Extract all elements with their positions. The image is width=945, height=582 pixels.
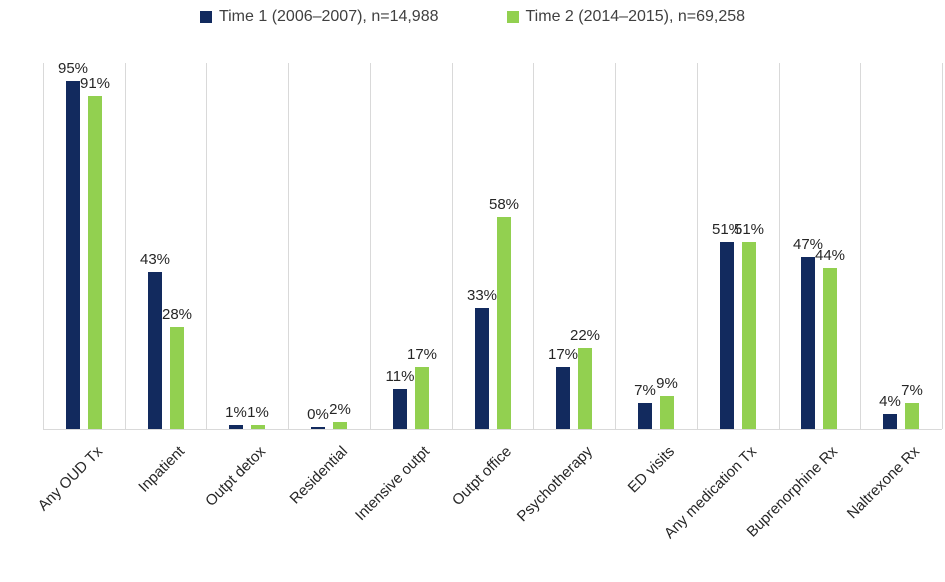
- vertical-gridline: [779, 63, 780, 429]
- bar-time2-naltrexone-rx: [905, 403, 919, 429]
- bar-value-label: 44%: [814, 247, 846, 264]
- bar-time2-inpatient: [170, 327, 184, 429]
- vertical-gridline: [452, 63, 453, 429]
- bar-time1-any-medication-tx: [720, 242, 734, 429]
- bar-value-label: 1%: [225, 404, 247, 421]
- vertical-gridline: [43, 63, 44, 429]
- bar-time2-residential: [333, 422, 347, 429]
- bar-value-label: 7%: [634, 382, 656, 399]
- bar-value-label: 17%: [406, 346, 438, 363]
- bar-value-label: 22%: [569, 327, 601, 344]
- bar-time1-naltrexone-rx: [883, 414, 897, 429]
- vertical-gridline: [370, 63, 371, 429]
- bar-time1-ed-visits: [638, 403, 652, 429]
- bar-time1-psychotherapy: [556, 367, 570, 429]
- bar-value-label: 43%: [139, 251, 171, 268]
- bar-value-label: 47%: [792, 236, 824, 253]
- vertical-gridline: [125, 63, 126, 429]
- bar-time1-buprenorphine-rx: [801, 257, 815, 429]
- bar-time2-outpt-office: [497, 217, 511, 429]
- bar-value-label: 9%: [656, 375, 678, 392]
- legend-label-time1: Time 1 (2006–2007), n=14,988: [218, 8, 439, 25]
- bar-time1-residential: [311, 427, 325, 429]
- legend-item-time1: Time 1 (2006–2007), n=14,988: [199, 8, 439, 26]
- bar-value-label: 17%: [547, 346, 579, 363]
- bar-time2-buprenorphine-rx: [823, 268, 837, 429]
- bar-time2-psychotherapy: [578, 348, 592, 429]
- chart-legend: Time 1 (2006–2007), n=14,988 Time 2 (201…: [0, 8, 945, 26]
- bar-time2-intensive-outpt: [415, 367, 429, 429]
- bar-value-label: 7%: [901, 382, 923, 399]
- bar-time1-inpatient: [148, 272, 162, 429]
- bar-value-label: 0%: [307, 406, 329, 423]
- vertical-gridline: [860, 63, 861, 429]
- bar-value-label: 95%: [57, 60, 89, 77]
- vertical-gridline: [288, 63, 289, 429]
- bar-value-label: 28%: [161, 306, 193, 323]
- bar-value-label: 51%: [711, 221, 743, 238]
- bar-time2-ed-visits: [660, 396, 674, 429]
- vertical-gridline: [615, 63, 616, 429]
- vertical-gridline: [697, 63, 698, 429]
- bar-time1-outpt-detox: [229, 425, 243, 429]
- bar-value-label: 1%: [247, 404, 269, 421]
- bar-time2-any-oud-tx: [88, 96, 102, 429]
- bar-time2-outpt-detox: [251, 425, 265, 429]
- bar-value-label: 4%: [879, 393, 901, 410]
- x-axis-category-label-any-oud-tx: Any OUD Tx: [34, 443, 107, 515]
- bar-value-label: 33%: [466, 287, 498, 304]
- legend-item-time2: Time 2 (2014–2015), n=69,258: [506, 8, 746, 26]
- bar-time1-outpt-office: [475, 308, 489, 429]
- legend-swatch-time1-icon: [199, 11, 212, 23]
- vertical-gridline: [533, 63, 534, 429]
- legend-label-time2: Time 2 (2014–2015), n=69,258: [525, 8, 746, 25]
- bar-time1-intensive-outpt: [393, 389, 407, 429]
- bar-value-label: 58%: [488, 196, 520, 213]
- bar-value-label: 2%: [329, 401, 351, 418]
- bar-value-label: 91%: [79, 75, 111, 92]
- bar-value-label: 51%: [733, 221, 765, 238]
- vertical-gridline: [942, 63, 943, 429]
- bar-time2-any-medication-tx: [742, 242, 756, 429]
- vertical-gridline: [206, 63, 207, 429]
- bar-value-label: 11%: [385, 368, 415, 385]
- legend-swatch-time2-icon: [506, 11, 519, 23]
- plot-area: 95% 91% 43% 28% 1% 1% 0% 2% 11% 17% 33% 58% 17% 22% 7%…: [43, 60, 943, 430]
- bar-time1-any-oud-tx: [66, 81, 80, 429]
